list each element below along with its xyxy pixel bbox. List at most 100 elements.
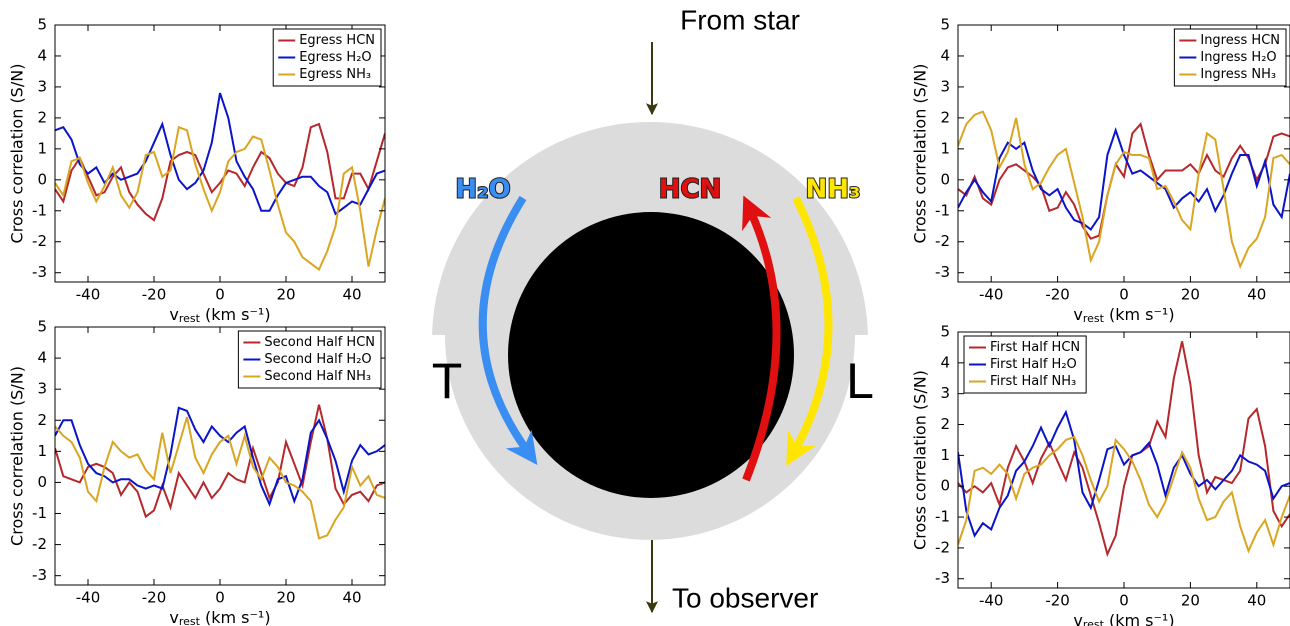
x-tick-label: 40 xyxy=(342,286,361,304)
x-label-subscript: rest xyxy=(1083,312,1105,325)
series-line xyxy=(55,404,385,519)
x-label-symbol: v xyxy=(1073,305,1082,324)
series-line xyxy=(958,122,1290,240)
legend: First Half HCN First Half H₂O First Half N… xyxy=(963,335,1087,394)
series-line xyxy=(958,110,1290,270)
x-label-unit: (km s⁻¹) xyxy=(1109,611,1175,626)
x-axis-label: vrest (km s⁻¹) xyxy=(169,608,270,626)
x-label-unit: (km s⁻¹) xyxy=(205,305,271,324)
y-tick-label: 3 xyxy=(940,77,950,95)
legend-label: First Half NH₃ xyxy=(990,374,1076,389)
legend-label: Egress NH₃ xyxy=(299,67,371,82)
y-tick-label: 5 xyxy=(940,16,950,34)
x-tick-label: -20 xyxy=(142,589,167,607)
series-line xyxy=(958,409,1290,538)
legend-label: Second Half NH₃ xyxy=(264,369,371,384)
y-tick-label: 3 xyxy=(37,77,47,95)
y-tick-label: 0 xyxy=(940,170,950,188)
y-tick-label: -3 xyxy=(935,263,950,281)
x-label-unit: (km s⁻¹) xyxy=(205,608,271,626)
top-label: From star xyxy=(680,4,800,35)
legend-label: Ingress HCN xyxy=(1200,33,1280,48)
y-axis-label: Cross correlation (S/N) xyxy=(911,64,930,244)
x-tick-label: -20 xyxy=(1045,286,1070,304)
x-tick-label: 20 xyxy=(1181,592,1200,610)
x-label-subscript: rest xyxy=(179,615,201,626)
series-line xyxy=(958,341,1290,558)
x-label-symbol: v xyxy=(169,305,178,324)
trailing-arrow xyxy=(478,195,538,465)
legend: Egress HCN Egress H₂O Egress NH₃ xyxy=(272,28,382,87)
x-tick-label: -40 xyxy=(76,589,101,607)
legend-label: Second Half H₂O xyxy=(264,352,371,367)
y-tick-label: 5 xyxy=(37,318,47,336)
x-axis-label: vrest (km s⁻¹) xyxy=(169,305,270,326)
x-tick-label: 20 xyxy=(1181,286,1200,304)
x-label-symbol: v xyxy=(169,608,178,626)
x-tick-label: -20 xyxy=(1045,592,1070,610)
panel: -40 -20 0 20 40 -3 -2 -1 0 1 2 3 4 5 Cross correlation… xyxy=(8,16,386,326)
hcn-label: HCN xyxy=(659,175,722,205)
y-axis-label: Cross correlation (S/N) xyxy=(8,366,27,546)
x-label-symbol: v xyxy=(1073,611,1082,626)
x-label-subscript: rest xyxy=(179,312,201,325)
x-tick-label: 40 xyxy=(1247,286,1266,304)
series-line xyxy=(55,92,385,216)
legend-label: Ingress NH₃ xyxy=(1200,67,1276,82)
y-tick-label: 3 xyxy=(37,380,47,398)
y-tick-label: -2 xyxy=(32,232,47,250)
x-tick-label: 0 xyxy=(1119,286,1129,304)
x-tick-label: 0 xyxy=(215,589,225,607)
series-line xyxy=(958,435,1290,554)
y-tick-label: -1 xyxy=(32,201,47,219)
series-line xyxy=(55,416,385,540)
y-tick-label: 1 xyxy=(37,442,47,460)
x-label-subscript: rest xyxy=(1083,618,1105,626)
y-tick-label: 1 xyxy=(37,139,47,157)
y-tick-label: 0 xyxy=(37,170,47,188)
trailing-label: T xyxy=(432,353,463,409)
y-axis-label: Cross correlation (S/N) xyxy=(911,370,930,550)
x-tick-label: -40 xyxy=(979,592,1004,610)
series-line xyxy=(958,127,1290,231)
x-axis-label: vrest (km s⁻¹) xyxy=(1073,305,1174,326)
leading-label: L xyxy=(846,353,874,409)
series-line xyxy=(55,125,385,272)
planet xyxy=(508,212,794,498)
h2o-label: H₂O xyxy=(455,175,510,205)
y-tick-label: 0 xyxy=(940,477,950,495)
legend-label: Egress HCN xyxy=(299,33,375,48)
x-tick-label: -20 xyxy=(142,286,167,304)
x-tick-label: 40 xyxy=(1247,592,1266,610)
y-tick-label: 2 xyxy=(37,411,47,429)
y-tick-label: -2 xyxy=(935,538,950,556)
y-tick-label: 3 xyxy=(940,384,950,402)
y-tick-label: 4 xyxy=(940,353,950,371)
legend-label: First Half H₂O xyxy=(990,357,1077,372)
x-tick-label: -40 xyxy=(76,286,101,304)
legend: Ingress HCN Ingress H₂O Ingress NH₃ xyxy=(1173,28,1287,87)
panel: -40 -20 0 20 40 -3 -2 -1 0 1 2 3 4 5 Cross correlation… xyxy=(911,323,1290,626)
hcn-arrow xyxy=(742,195,781,482)
x-tick-label: 40 xyxy=(342,589,361,607)
panel: -40 -20 0 20 40 -3 -2 -1 0 1 2 3 4 5 Cross correlation… xyxy=(8,318,386,626)
y-tick-label: 0 xyxy=(37,473,47,491)
y-tick-label: -1 xyxy=(32,504,47,522)
y-tick-label: -2 xyxy=(935,232,950,250)
series-line xyxy=(55,122,385,222)
y-tick-label: -3 xyxy=(32,263,47,281)
y-tick-label: 2 xyxy=(940,415,950,433)
diagram: From star H₂O HCN NH₃ T L To observer xyxy=(430,4,874,613)
legend-label: Ingress H₂O xyxy=(1200,50,1276,65)
y-tick-label: 1 xyxy=(940,139,950,157)
y-tick-label: 5 xyxy=(37,16,47,34)
panel: -40 -20 0 20 40 -3 -2 -1 0 1 2 3 4 5 Cross correlation… xyxy=(911,16,1290,326)
x-label-unit: (km s⁻¹) xyxy=(1109,305,1175,324)
y-tick-label: 1 xyxy=(940,446,950,464)
y-tick-label: 4 xyxy=(37,349,47,367)
legend-label: First Half HCN xyxy=(990,340,1080,355)
x-tick-label: 0 xyxy=(1119,592,1129,610)
series-line xyxy=(55,406,385,507)
y-axis-label: Cross correlation (S/N) xyxy=(8,64,27,244)
